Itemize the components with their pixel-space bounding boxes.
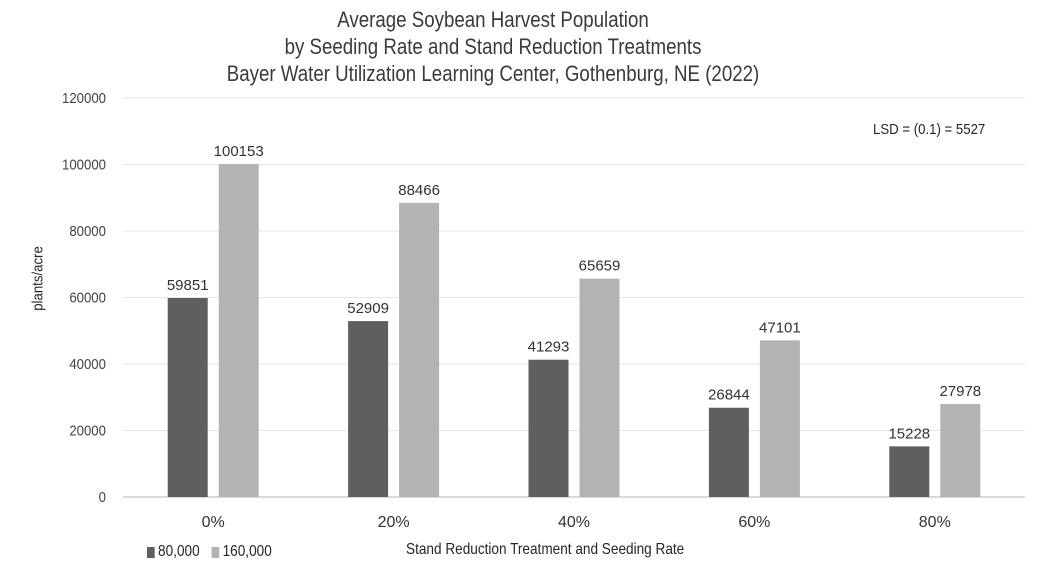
- x-tick-label: 60%: [738, 514, 770, 531]
- data-label: 100153: [214, 143, 264, 160]
- data-label: 47101: [759, 319, 801, 336]
- bar-160000-20pct: [399, 202, 440, 497]
- title-line-1: Average Soybean Harvest Population: [337, 7, 649, 32]
- legend-item-80000: 80,000: [147, 543, 200, 561]
- bar-80000-40pct: [528, 359, 569, 497]
- legend-label: 80,000: [158, 543, 200, 560]
- bar-160000-60pct: [759, 340, 800, 497]
- data-label: 65659: [579, 258, 621, 275]
- data-label: 88466: [398, 182, 440, 199]
- bar-160000-0pct: [218, 163, 259, 497]
- x-tick-label: 20%: [378, 514, 410, 531]
- x-tick-label: 0%: [202, 514, 225, 531]
- data-label: 59851: [167, 277, 209, 294]
- legend-swatch: [147, 546, 155, 558]
- bar-80000-80pct: [889, 446, 930, 497]
- title-line-2: by Seeding Rate and Stand Reduction Trea…: [284, 34, 702, 59]
- data-label: 27978: [939, 383, 981, 400]
- bar-80000-0pct: [167, 297, 208, 497]
- y-tick-label: 80000: [69, 222, 106, 239]
- y-axis-label: plants/acre: [29, 246, 47, 311]
- y-tick-label: 40000: [69, 355, 106, 372]
- bar-80000-60pct: [708, 407, 749, 497]
- y-tick-label: 100000: [62, 156, 106, 173]
- data-label: 26844: [708, 387, 750, 404]
- legend-label: 160,000: [222, 543, 272, 560]
- x-tick-label: 80%: [919, 514, 951, 531]
- legend: 80,000 160,000: [147, 543, 272, 561]
- data-label: 52909: [347, 300, 389, 317]
- bar-80000-20pct: [348, 321, 389, 497]
- legend-swatch: [211, 546, 220, 558]
- y-tick-label: 60000: [69, 289, 106, 306]
- data-label: 15228: [888, 425, 930, 442]
- y-tick-label: 20000: [69, 422, 106, 439]
- legend-item-160000: 160,000: [211, 543, 272, 561]
- lsd-annotation: LSD = (0.1) = 5527: [873, 121, 986, 138]
- title-line-3: Bayer Water Utilization Learning Center,…: [226, 61, 760, 86]
- bar-160000-80pct: [940, 403, 981, 497]
- y-tick-label: 120000: [62, 89, 106, 106]
- data-label: 41293: [528, 339, 570, 356]
- y-tick-label: 0: [99, 488, 106, 505]
- chart-title: Average Soybean Harvest Population by Se…: [0, 6, 986, 87]
- x-axis-label: Stand Reduction Treatment and Seeding Ra…: [406, 541, 685, 558]
- bar-160000-40pct: [579, 278, 620, 497]
- x-tick-label: 40%: [558, 514, 590, 531]
